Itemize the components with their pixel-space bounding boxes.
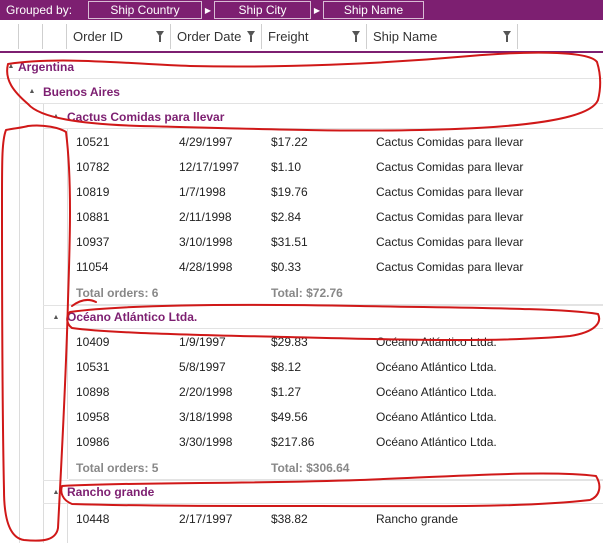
table-row[interactable]: 10819 1/7/1998 $19.76 Cactus Comidas par… [76,185,524,199]
table-row[interactable]: 10409 1/9/1997 $29.83 Océano Atlántico L… [76,335,497,349]
filter-icon[interactable] [503,31,511,42]
table-row[interactable]: 10782 12/17/1997 $1.10 Cactus Comidas pa… [76,160,524,174]
table-row[interactable]: 10531 5/8/1997 $8.12 Océano Atlántico Lt… [76,360,497,374]
total-orders-label: Total orders: 5 [76,461,159,475]
group-chip-ship-name[interactable]: Ship Name [323,1,424,19]
indent-line [67,504,68,543]
grouped-by-label: Grouped by: [6,3,73,17]
indent-header-cell [19,24,43,49]
annotation-stroke-left-column [1,124,71,542]
group-footer: Total orders: 6 Total: $72.76 [69,280,603,305]
freight-total-label: Total: $306.64 [271,461,350,475]
table-row[interactable]: 10986 3/30/1998 $217.86 Océano Atlántico… [76,435,497,449]
table-row[interactable]: 10937 3/10/1998 $31.51 Cactus Comidas pa… [76,235,524,249]
filter-icon[interactable] [156,31,164,42]
table-row[interactable]: 10521 4/29/1997 $17.22 Cactus Comidas pa… [76,135,524,149]
collapse-triangle-icon[interactable]: ▲ [52,113,60,120]
group-row-city[interactable]: ▲ Buenos Aires [19,80,603,104]
table-row[interactable]: 11054 4/28/1998 $0.33 Cactus Comidas par… [76,260,524,274]
column-header-ship-name[interactable]: Ship Name [367,24,518,49]
group-chip-ship-city[interactable]: Ship City [214,1,311,19]
group-row-ship-name[interactable]: ▲ Rancho grande [43,480,603,504]
chevron-right-icon: ▶ [204,5,212,15]
table-row[interactable]: 10448 2/17/1997 $38.82 Rancho grande [76,512,459,526]
column-header-order-id[interactable]: Order ID [67,24,171,49]
indent-line [67,129,68,304]
total-orders-label: Total orders: 6 [76,286,159,300]
group-row-ship-name[interactable]: ▲ Cactus Comidas para llevar [43,105,603,129]
table-row[interactable]: 10898 2/20/1998 $1.27 Océano Atlántico L… [76,385,497,399]
column-header-order-date[interactable]: Order Date [171,24,262,49]
filter-icon[interactable] [247,31,255,42]
collapse-triangle-icon[interactable]: ▲ [52,313,60,321]
table-row[interactable]: 10881 2/11/1998 $2.84 Cactus Comidas par… [76,210,524,224]
indent-header-cell [43,24,67,49]
group-by-panel: Grouped by: Ship Country ▶ Ship City ▶ S… [0,0,603,20]
group-footer: Total orders: 5 Total: $306.64 [69,455,603,480]
indent-header-cell [0,24,19,49]
collapse-triangle-icon[interactable]: ▲ [52,488,60,496]
filter-icon[interactable] [352,31,360,42]
indent-line [67,329,68,479]
group-row-country[interactable]: ▲ Argentina [0,55,603,79]
column-header-freight[interactable]: Freight [262,24,367,49]
chevron-right-icon: ▶ [313,5,321,15]
freight-total-label: Total: $72.76 [271,286,343,300]
collapse-triangle-icon[interactable]: ▲ [7,63,15,70]
indent-line [19,79,20,543]
table-row[interactable]: 10958 3/18/1998 $49.56 Océano Atlántico … [76,410,497,424]
collapse-triangle-icon[interactable]: ▲ [28,88,36,95]
group-row-ship-name[interactable]: ▲ Océano Atlántico Ltda. [43,305,603,329]
grid-header: Order ID Order Date Freight Ship Name [0,20,603,53]
group-chip-ship-country[interactable]: Ship Country [88,1,202,19]
